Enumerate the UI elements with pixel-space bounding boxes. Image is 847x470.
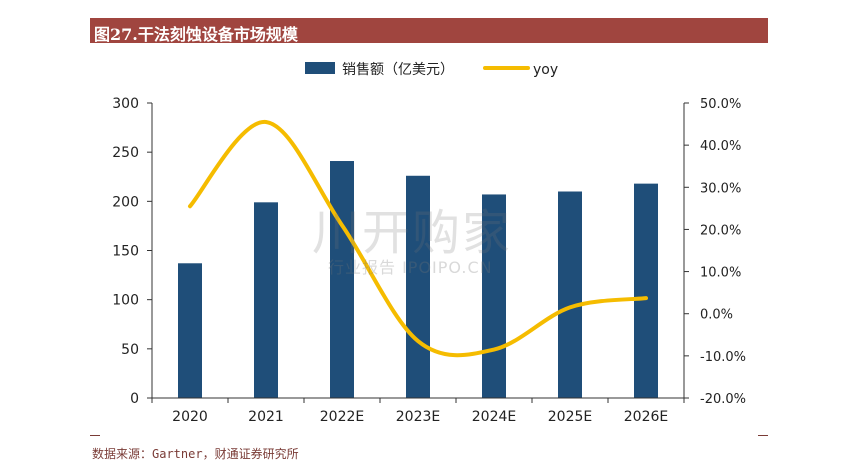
x-tick-label: 2022E [320,409,364,425]
y-left-tick-label: 50 [121,342,139,358]
y-left-tick-label: 0 [130,391,139,407]
axes [147,102,689,403]
y-left-tick-label: 100 [112,293,139,309]
x-tick-label: 2023E [396,409,440,425]
x-tick-label: 2020 [172,409,208,425]
x-tick-label: 2026E [624,409,668,425]
watermark-sub: 行业报告 IPOIPO.CN [328,258,493,277]
y-left-tick-label: 150 [112,244,139,260]
bar-2020 [178,263,202,398]
y-right-tick-label: 50.0% [700,97,741,112]
figure-title: 图27.干法刻蚀设备市场规模 [94,25,298,44]
x-tick-labels: 2020 2021 2022E 2023E 2024E 2025E 2026E [172,409,668,425]
source-note: 数据来源：Gartner，财通证券研究所 [92,447,299,461]
watermark-brand: 川开购家 [312,205,513,261]
x-tick-label: 2025E [548,409,592,425]
figure-title-bar: 图27.干法刻蚀设备市场规模 [90,18,768,44]
y-left-tick-label: 200 [112,194,139,210]
y-right-tick-label: 20.0% [700,223,741,238]
y-right-tick-label: 0.0% [700,308,733,323]
footer-mark-left [90,435,100,436]
y-right-tick-labels: -20.0% -10.0% 0.0% 10.0% 20.0% 30.0% 40.0% 50.0… [700,97,746,407]
bar-2021 [254,202,278,398]
bar-2022E [330,161,354,398]
legend-line-label: yoy [533,62,558,78]
bar-2024E [482,194,506,398]
bar-2023E [406,175,430,398]
x-tick-label: 2021 [248,409,284,425]
bar-2025E [558,191,582,398]
y-right-tick-label: -10.0% [700,350,746,365]
x-tick-label: 2024E [472,409,516,425]
bar-2026E [634,183,658,398]
legend-bar-label: 销售额（亿美元） [342,62,454,78]
y-right-tick-label: 30.0% [700,181,741,196]
yoy-line [188,119,648,358]
y-right-tick-label: 10.0% [700,266,741,281]
bar-series [178,161,658,398]
y-left-tick-labels: 0 50 100 150 200 250 300 [112,96,139,407]
y-right-tick-label: -20.0% [700,392,746,407]
y-left-tick-label: 250 [112,145,139,161]
y-right-tick-label: 40.0% [700,139,741,154]
y-left-tick-label: 300 [112,96,139,112]
footer-mark-right [758,435,768,436]
legend: 销售额（亿美元） yoy [305,62,558,78]
legend-bar-swatch [305,62,335,74]
